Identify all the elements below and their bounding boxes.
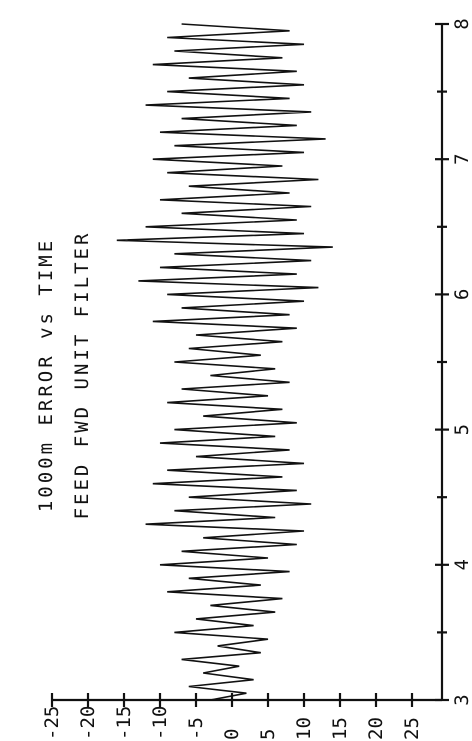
y-tick-label: 20 (365, 717, 387, 740)
y-tick-label: -15 (113, 706, 135, 740)
tick-marks (50, 22, 449, 707)
x-tick-label: 4 (451, 559, 472, 570)
y-tick-label: -10 (149, 706, 171, 740)
y-tick-label: 10 (293, 717, 315, 740)
chart-titles: 1000m ERROR vs TIME FEED FWD UNIT FILTER (35, 231, 93, 520)
x-tick-labels: 3 4 5 6 7 8 (451, 18, 472, 705)
y-tick-label: -25 (41, 706, 63, 740)
x-tick-label: 7 (451, 153, 472, 164)
y-tick-label: 25 (401, 717, 423, 740)
y-tick-labels: 25 20 15 10 5 0 -5 -10 -15 -20 -25 (41, 706, 423, 740)
axes (52, 24, 444, 702)
series-group (116, 23, 333, 701)
x-tick-label: 6 (451, 289, 472, 300)
x-tick-label: 3 (451, 694, 472, 705)
chart-title: 1000m ERROR vs TIME (35, 238, 57, 512)
y-tick-label: 5 (257, 729, 279, 740)
y-tick-label: -20 (77, 706, 99, 740)
y-tick-label: -5 (185, 717, 207, 740)
x-tick-label: 5 (451, 424, 472, 435)
y-tick-label: 0 (221, 729, 243, 740)
chart-subtitle: FEED FWD UNIT FILTER (71, 231, 93, 520)
y-tick-label: 15 (329, 717, 351, 740)
x-tick-label: 8 (451, 18, 472, 29)
series-line (116, 23, 333, 701)
